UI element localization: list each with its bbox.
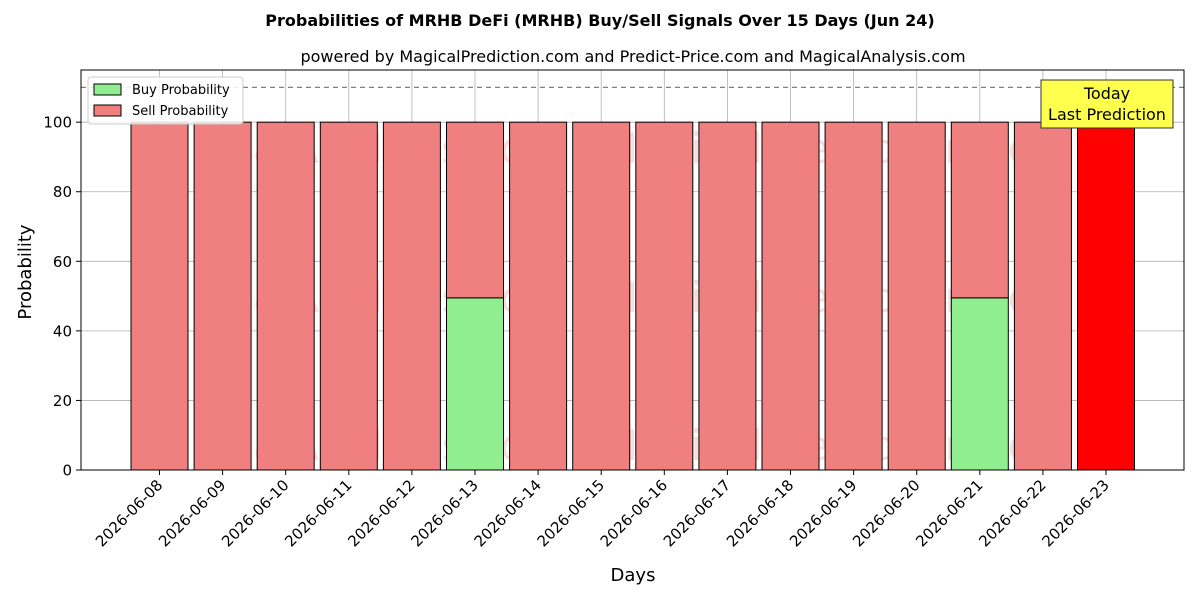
- x-tick-label: 2026-06-10: [218, 476, 292, 550]
- x-axis-ticks: 2026-06-082026-06-092026-06-102026-06-11…: [92, 470, 1113, 550]
- chart-subtitle: powered by MagicalPrediction.com and Pre…: [300, 47, 965, 66]
- chart-title: Probabilities of MRHB DeFi (MRHB) Buy/Se…: [265, 11, 934, 30]
- legend-label: Buy Probability: [132, 83, 230, 98]
- sell-bar-2026-06-16: [635, 121, 694, 471]
- sell-bar-2026-06-19: [824, 121, 883, 471]
- x-tick-label: 2026-06-09: [155, 476, 229, 550]
- x-tick-label: 2026-06-18: [723, 476, 797, 550]
- x-tick-label: 2026-06-17: [660, 476, 734, 550]
- x-tick-label: 2026-06-16: [597, 476, 671, 550]
- y-tick-label: 80: [53, 183, 72, 201]
- sell-bar-2026-06-23: [1077, 121, 1135, 471]
- y-tick-label: 100: [43, 114, 72, 132]
- legend-swatch: [93, 104, 122, 117]
- legend-box: [87, 76, 244, 125]
- annotation-text: Last Prediction: [1048, 105, 1166, 124]
- x-axis-label: Days: [611, 565, 656, 586]
- sell-bar-2026-06-12: [382, 121, 441, 471]
- x-tick-label: 2026-06-12: [344, 476, 418, 550]
- x-tick-label: 2026-06-22: [975, 476, 1049, 550]
- sell-bar-2026-06-14: [509, 121, 568, 471]
- y-tick-label: 20: [53, 392, 72, 410]
- sell-bar-2026-06-08: [130, 121, 189, 471]
- sell-bar-2026-06-21: [950, 121, 1009, 299]
- x-tick-label: 2026-06-21: [912, 476, 986, 550]
- legend: Buy Probability Sell Probability: [87, 76, 244, 125]
- sell-bar-2026-06-20: [887, 121, 946, 471]
- y-tick-label: 40: [53, 322, 72, 340]
- y-axis-label: Probability: [15, 224, 36, 319]
- annotation-box: [1040, 79, 1174, 129]
- legend-label: Sell Probability: [132, 104, 229, 119]
- x-tick-label: 2026-06-20: [849, 476, 923, 550]
- sell-bar-2026-06-17: [698, 121, 757, 471]
- x-tick-label: 2026-06-23: [1038, 476, 1112, 550]
- y-tick-label: 0: [62, 462, 72, 480]
- x-tick-label: 2026-06-15: [534, 476, 608, 550]
- buy-bar-2026-06-13: [446, 297, 504, 471]
- legend-swatch: [93, 83, 122, 96]
- x-tick-label: 2026-06-14: [471, 476, 545, 550]
- sell-bar-2026-06-11: [319, 121, 378, 471]
- x-tick-label: 2026-06-13: [407, 476, 481, 550]
- y-tick-label: 60: [53, 253, 72, 271]
- sell-bar-2026-06-15: [572, 121, 631, 471]
- y-axis-ticks: 0 20 40 60 80 100: [43, 114, 81, 480]
- sell-bar-2026-06-22: [1013, 121, 1072, 471]
- sell-bar-2026-06-13: [446, 121, 504, 299]
- today-annotation: Today Last Prediction: [1040, 79, 1174, 129]
- plot-frame: [80, 69, 1185, 471]
- x-tick-label: 2026-06-19: [786, 476, 860, 550]
- bars: [130, 121, 1135, 471]
- x-tick-label: 2026-06-11: [281, 476, 355, 550]
- buy-bar-2026-06-21: [950, 297, 1009, 471]
- x-tick-label: 2026-06-08: [92, 476, 166, 550]
- sell-bar-2026-06-18: [761, 121, 820, 471]
- sell-bar-2026-06-10: [256, 121, 315, 471]
- annotation-text: Today: [1083, 84, 1130, 103]
- sell-bar-2026-06-09: [193, 121, 252, 471]
